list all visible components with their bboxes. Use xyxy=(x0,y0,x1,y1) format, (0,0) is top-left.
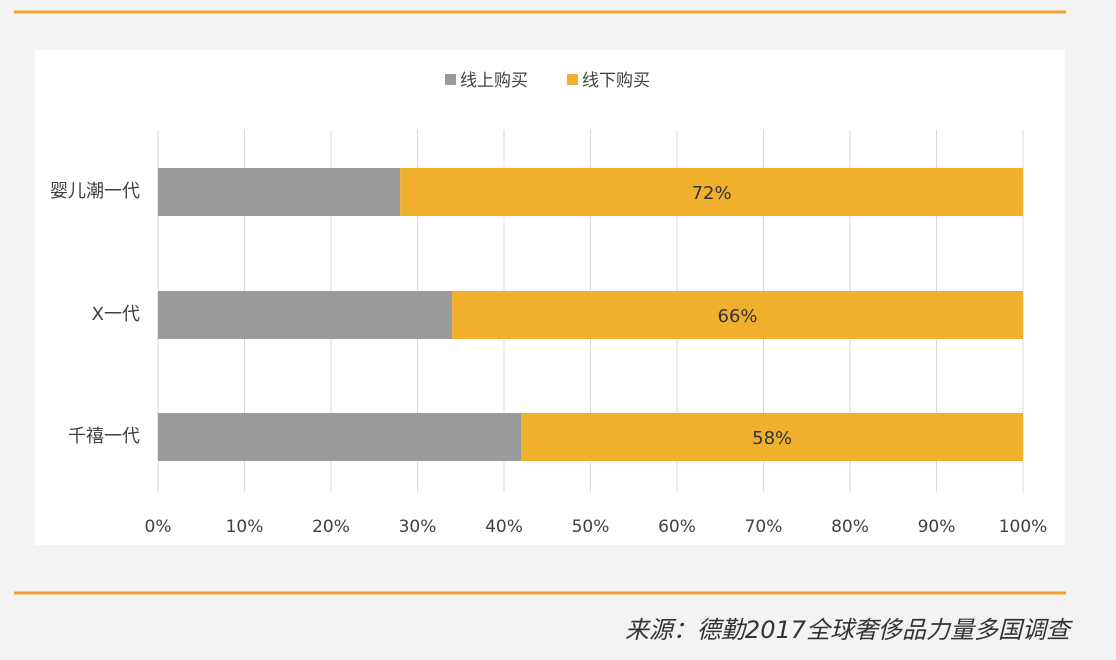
bar-segment xyxy=(521,413,1023,461)
y-tick-label: X一代 xyxy=(92,304,140,325)
x-tick-label: 30% xyxy=(399,517,437,537)
x-tick-label: 10% xyxy=(226,517,264,537)
x-tick-label: 60% xyxy=(658,517,696,537)
y-tick-label: 千禧一代 xyxy=(68,426,140,447)
bar-segment xyxy=(158,291,453,339)
legend-swatch xyxy=(567,74,578,85)
bar-segment xyxy=(452,291,1024,339)
x-tick-label: 0% xyxy=(145,517,172,537)
x-tick-label: 100% xyxy=(999,517,1048,537)
x-tick-label: 20% xyxy=(312,517,350,537)
x-tick-label: 50% xyxy=(572,517,610,537)
legend-label: 线上购买 xyxy=(460,71,528,91)
x-tick-label: 80% xyxy=(831,517,869,537)
source-note: 来源：德勤2017全球奢侈品力量多国调查 xyxy=(625,616,1073,644)
value-label: 66% xyxy=(718,306,758,327)
x-tick-label: 90% xyxy=(918,517,956,537)
y-tick-label: 婴儿潮一代 xyxy=(50,181,140,202)
bar-segment xyxy=(158,168,401,216)
value-label: 72% xyxy=(692,183,732,204)
bar-segment xyxy=(400,168,1023,216)
x-tick-label: 40% xyxy=(485,517,523,537)
legend-swatch xyxy=(445,74,456,85)
legend-label: 线下购买 xyxy=(582,71,650,91)
x-tick-label: 70% xyxy=(745,517,783,537)
value-label: 58% xyxy=(752,428,792,449)
bar-segment xyxy=(158,413,522,461)
